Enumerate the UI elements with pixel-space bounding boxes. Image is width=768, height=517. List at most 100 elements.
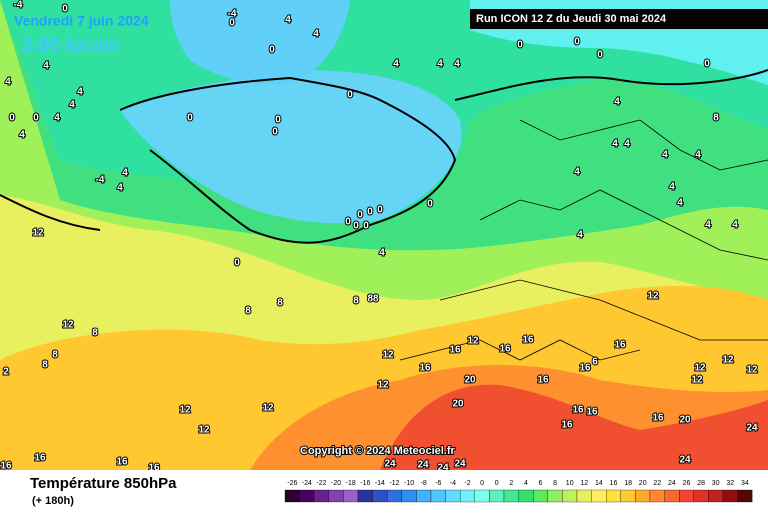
isotherm-label: -4	[228, 9, 237, 20]
isotherm-label: 0	[517, 40, 523, 51]
legend-swatch	[708, 489, 724, 503]
isotherm-label: 0	[367, 207, 373, 218]
isotherm-label: 0	[597, 50, 603, 61]
legend-label: 8	[553, 480, 557, 487]
legend-label: 26	[683, 480, 691, 487]
isotherm-label: 88	[367, 294, 379, 305]
legend-label: -4	[450, 480, 456, 487]
legend-label: 22	[653, 480, 661, 487]
isotherm-label: 8	[353, 296, 359, 307]
isotherm-label: 16	[579, 363, 591, 374]
copyright: Copyright © 2024 Meteociel.fr	[300, 445, 456, 457]
isotherm-label: 6	[592, 357, 598, 368]
legend-label: 12	[580, 480, 588, 487]
legend-swatch	[533, 489, 548, 503]
legend-swatch	[430, 489, 446, 503]
legend-swatch	[503, 489, 519, 503]
legend-label: 6	[539, 480, 543, 487]
isotherm-label: 8	[52, 350, 58, 361]
isotherm-label: 0	[269, 45, 275, 56]
isotherm-label: 0	[704, 59, 710, 70]
isotherm-label: 8	[245, 306, 251, 317]
legend-label: 2	[509, 480, 513, 487]
isotherm-label: 12	[262, 403, 274, 414]
isotherm-label: 16	[0, 461, 12, 472]
isotherm-label: 4	[577, 230, 583, 241]
isotherm-label: 16	[499, 344, 511, 355]
legend-swatch	[460, 489, 475, 503]
isotherm-label: 12	[32, 228, 44, 239]
isotherm-label: 4	[117, 183, 123, 194]
legend-label: 0	[480, 480, 484, 487]
legend-swatch	[547, 489, 563, 503]
legend-swatch	[649, 489, 665, 503]
isotherm-label: 16	[652, 413, 664, 424]
isotherm-label: 16	[586, 407, 598, 418]
isotherm-label: 16	[561, 420, 573, 431]
isotherm-label: 0	[229, 18, 235, 29]
isotherm-label: 16	[449, 345, 461, 356]
isotherm-label: 4	[612, 139, 618, 150]
isotherm-label: 0	[62, 4, 68, 15]
isotherm-label: 4	[379, 248, 385, 259]
isotherm-label: 0	[353, 221, 359, 232]
legend-label: 4	[524, 480, 528, 487]
isotherm-label: 12	[179, 405, 191, 416]
isotherm-label: 4	[574, 167, 580, 178]
legend-label: 14	[595, 480, 603, 487]
isotherm-label: -4	[96, 175, 105, 186]
coastlines	[0, 69, 768, 244]
legend-swatch	[314, 489, 329, 503]
footer-lead: (+ 180h)	[32, 495, 74, 507]
isotherm-label: 0	[275, 115, 281, 126]
legend-swatch	[489, 489, 505, 503]
isotherm-label: 16	[522, 335, 534, 346]
legend-label: 28	[697, 480, 705, 487]
legend-swatch	[620, 489, 636, 503]
legend-label: -12	[389, 480, 399, 487]
legend-swatch	[284, 489, 300, 503]
isotherm-label: 20	[452, 399, 464, 410]
legend-swatch	[401, 489, 417, 503]
legend-swatch	[357, 489, 373, 503]
isotherm-label: 12	[647, 291, 659, 302]
isotherm-label: 4	[122, 168, 128, 179]
isotherm-label: 12	[198, 425, 210, 436]
valid-time: 2:00 locale	[22, 35, 119, 56]
isotherm-label: 8	[277, 298, 283, 309]
footer-title: Température 850hPa	[30, 475, 177, 492]
legend-label: -10	[404, 480, 414, 487]
legend-label: 34	[741, 480, 749, 487]
isotherm-label: 8	[92, 328, 98, 339]
legend-swatch	[737, 489, 753, 503]
legend-swatch	[664, 489, 680, 503]
isotherm-label: 24	[679, 455, 691, 466]
isotherm-label: 4	[705, 220, 711, 231]
isotherm-label: 4	[19, 130, 25, 141]
isotherm-label: 4	[5, 77, 11, 88]
legend-label: 16	[610, 480, 618, 487]
isotherm-label: 16	[572, 405, 584, 416]
isotherm-label: 0	[363, 221, 369, 232]
isotherm-label: 2	[3, 367, 9, 378]
field-blue	[120, 70, 462, 224]
isotherm-label: 4	[677, 198, 683, 209]
isotherm-label: 4	[285, 15, 291, 26]
isotherm-label: 0	[187, 113, 193, 124]
legend-swatch	[576, 489, 592, 503]
legend-label: 32	[726, 480, 734, 487]
isotherm-label: 12	[746, 365, 758, 376]
isotherm-label: 4	[732, 220, 738, 231]
isotherm-label: 24	[417, 460, 429, 471]
legend-swatch	[722, 489, 738, 503]
isotherm-label: 12	[377, 380, 389, 391]
isotherm-label: 24	[384, 459, 396, 470]
legend-swatch	[693, 489, 709, 503]
legend-label: -2	[464, 480, 470, 487]
legend-label: 30	[712, 480, 720, 487]
isotherm-label: 0	[272, 127, 278, 138]
isotherm-label: 0	[427, 199, 433, 210]
legend-label: -6	[435, 480, 441, 487]
